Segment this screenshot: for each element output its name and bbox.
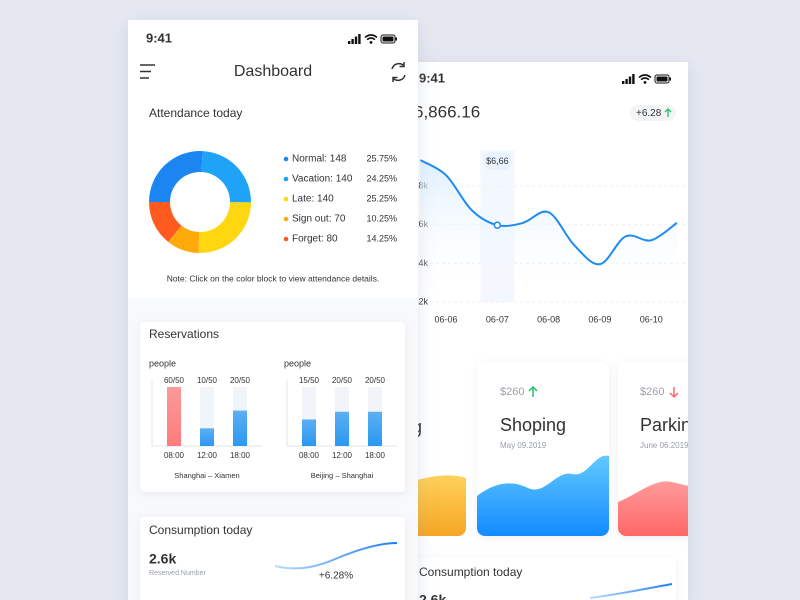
refresh-icon[interactable]	[392, 62, 405, 82]
bar-label: 60/50	[164, 376, 185, 385]
line	[419, 159, 678, 266]
card-wave	[477, 455, 609, 536]
legend-value: 24.25%	[366, 173, 397, 183]
down-arrow	[669, 387, 679, 399]
bar-label: 10/50	[197, 376, 218, 385]
legend-swatch	[283, 196, 289, 202]
legend-swatch	[283, 236, 289, 242]
x-tick-label: 12:00	[332, 451, 353, 460]
status-time: 9:41	[146, 30, 172, 45]
bar	[368, 411, 382, 446]
reservations-card	[140, 322, 405, 492]
consumption-value: 2.6k	[149, 551, 176, 567]
x-tick-label: 18:00	[365, 451, 386, 460]
card	[477, 455, 609, 536]
bar	[302, 419, 316, 446]
bar	[335, 411, 349, 446]
x-tick-label: 06-09	[588, 314, 611, 324]
sparkline	[589, 583, 673, 599]
legend-label: Forget: 80	[292, 234, 338, 245]
up-arrow	[528, 385, 538, 397]
card-wave	[618, 481, 688, 536]
menu-icon[interactable]	[140, 64, 155, 79]
sparkline	[274, 542, 398, 570]
refresh-button[interactable]	[391, 62, 406, 82]
front-screen: 9:41 Dashboard Attendance today Normal: …	[128, 20, 418, 600]
donut-segment	[149, 151, 203, 202]
legend-label: Normal: 148	[292, 154, 347, 165]
status-time: 9:41	[419, 70, 445, 85]
consumption-card	[140, 517, 405, 600]
bar-label: 20/50	[332, 376, 353, 385]
x-tick-label: 12:00	[197, 451, 218, 460]
refresh-icon[interactable]	[391, 62, 406, 82]
donut-segment	[201, 151, 251, 203]
menu-button[interactable]	[140, 64, 155, 79]
back-screen: 9:41 6,866.16 +6.28 $6,662k4k6k8k06-0606…	[400, 70, 691, 600]
line-area	[420, 160, 677, 302]
x-axis-title: Beijing – Shanghai	[311, 471, 374, 480]
donut-segment	[198, 202, 251, 253]
x-tick-label: 08:00	[164, 451, 185, 460]
legend-value: 25.75%	[366, 153, 397, 163]
legend-label: Sign out: 70	[292, 214, 346, 225]
donut-segment	[168, 225, 200, 253]
screen-title: Dashboard	[234, 63, 312, 80]
reservation-charts: people 60/50 08:00 10/50 12:00 20/50 18:00 Shan…	[149, 358, 397, 480]
legend-label: Late: 140	[292, 194, 334, 205]
bar-label: 20/50	[230, 376, 251, 385]
x-tick-label: 18:00	[230, 451, 251, 460]
legend-swatch	[283, 216, 289, 222]
x-tick-label: 06-07	[486, 314, 509, 324]
card-title: Parkin	[640, 415, 691, 435]
legend-swatch	[283, 176, 289, 182]
donut-segment	[148, 202, 182, 242]
tooltip-bg	[482, 152, 513, 170]
up-arrow	[664, 108, 672, 117]
bar	[233, 410, 247, 446]
bar-label: 20/50	[365, 376, 386, 385]
section-title: Attendance today	[149, 106, 242, 120]
x-tick-label: 08:00	[299, 451, 320, 460]
x-tick-label: 06-08	[537, 314, 560, 324]
axis-label: people	[284, 358, 311, 368]
card-date: June 06.2019	[640, 441, 689, 450]
consumption-caption: Reserved Number	[149, 570, 206, 577]
donut-chart: Normal: 148 25.75% Vacation: 140 24.25% Late…	[148, 151, 397, 253]
note: Note: Click on the color block to view a…	[167, 273, 380, 283]
change-pill	[630, 105, 676, 121]
axis-label: people	[149, 358, 176, 368]
point-marker	[493, 221, 502, 229]
card	[618, 481, 688, 536]
card-title: Shoping	[500, 415, 566, 435]
card-amount: $260	[500, 386, 524, 398]
legend-swatch	[283, 156, 289, 162]
bar	[200, 428, 214, 446]
change-text: +6.28	[636, 108, 662, 119]
consumption-change: +6.28%	[319, 571, 353, 582]
legend-label: Vacation: 140	[292, 174, 353, 185]
legend-value: 25.25%	[366, 193, 397, 203]
tooltip: $6,66	[486, 156, 509, 166]
section-title: Reservations	[149, 327, 219, 341]
legend-value: 14.25%	[366, 233, 397, 243]
x-tick-label: 06-10	[640, 314, 663, 324]
card-date: May 09.2019	[500, 441, 547, 450]
consumption-title: Consumption today	[419, 565, 522, 579]
section-title: Consumption today	[149, 523, 252, 537]
consumption-card	[400, 557, 676, 600]
bar	[167, 387, 181, 446]
bar-label: 15/50	[299, 376, 320, 385]
x-tick-label: 06-06	[435, 314, 458, 324]
card-amount: $260	[640, 386, 664, 398]
consumption-value: 2.6k	[419, 592, 446, 600]
legend-value: 10.25%	[366, 213, 397, 223]
balance: 6,866.16	[414, 102, 480, 121]
x-axis-title: Shanghai – Xiamen	[174, 471, 239, 480]
